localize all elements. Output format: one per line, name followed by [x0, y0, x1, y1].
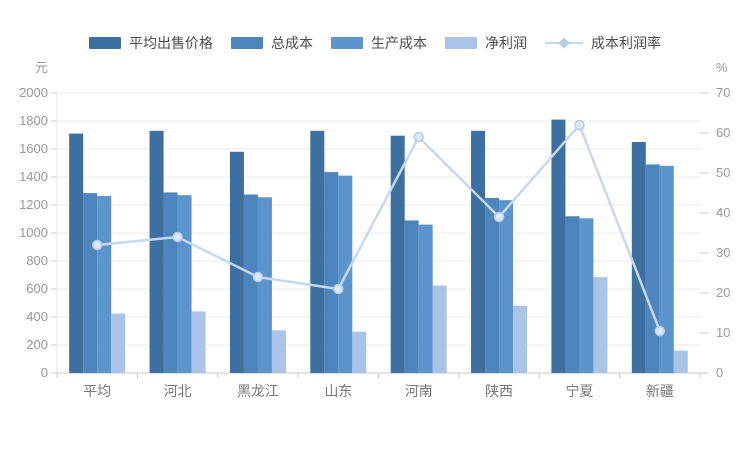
legend-item-avg-sale-price[interactable]: 平均出售价格 [89, 36, 213, 50]
bar-s0-c0 [69, 133, 84, 373]
right-axis-unit: % [716, 60, 728, 75]
bar-s3-c6 [593, 277, 608, 373]
bar-s2-c1 [177, 195, 192, 373]
bar-s0-c1 [149, 130, 164, 373]
rate-line-marker-c2 [252, 271, 264, 283]
y-axis-tick-label: 0 [41, 365, 48, 380]
x-axis-label: 平均 [83, 383, 111, 399]
y-axis-tick-label: 40 [716, 205, 730, 220]
bar-s2-c5 [499, 200, 514, 373]
legend-label: 平均出售价格 [129, 35, 213, 51]
bar-s1-c1 [163, 192, 178, 373]
bar-s2-c7 [659, 165, 674, 373]
chart-legend: 平均出售价格 总成本 生产成本 净利润 成本利润率 [0, 36, 750, 50]
legend-label: 净利润 [485, 35, 527, 51]
bar-s0-c7 [631, 142, 646, 373]
bar-s1-c4 [404, 220, 419, 373]
y-axis-tick-label: 70 [716, 85, 730, 100]
bar-s0-c4 [390, 135, 405, 373]
y-axis-tick-label: 1800 [19, 113, 48, 128]
y-axis-tick-label: 400 [26, 309, 48, 324]
x-axis-label: 河南 [405, 383, 433, 399]
bar-s0-c5 [471, 130, 486, 373]
bar-s1-c2 [243, 194, 258, 373]
y-axis-tick-label: 1000 [19, 225, 48, 240]
bar-s0-c3 [310, 130, 325, 373]
bar-s1-c5 [485, 198, 500, 373]
rate-line-marker-c5 [493, 211, 505, 223]
y-axis-tick-label: 10 [716, 325, 730, 340]
x-axis-label: 河北 [164, 383, 192, 399]
rate-line-marker-c6 [574, 119, 585, 131]
bar-s2-c0 [97, 195, 112, 373]
bar-s3-c1 [191, 311, 206, 373]
x-axis-label: 新疆 [646, 383, 674, 399]
bar-s1-c7 [645, 164, 660, 373]
bar-s3-c7 [673, 350, 688, 373]
bar-s0-c2 [229, 151, 244, 373]
bar-s2-c2 [257, 197, 272, 373]
legend-label: 成本利润率 [591, 35, 661, 51]
y-axis-tick-label: 600 [26, 281, 48, 296]
legend-item-net-profit[interactable]: 净利润 [445, 36, 527, 50]
y-axis-tick-label: 1400 [19, 169, 48, 184]
rate-line-marker-c1 [172, 231, 183, 243]
bar-s2-c4 [418, 224, 433, 373]
y-axis-tick-label: 50 [716, 165, 730, 180]
legend-label: 生产成本 [371, 35, 427, 51]
legend-item-production-cost[interactable]: 生产成本 [331, 36, 427, 50]
y-axis-tick-label: 30 [716, 245, 730, 260]
rate-line-marker-c4 [413, 131, 424, 143]
rate-line-marker-c7 [654, 325, 666, 337]
bar-s3-c0 [111, 313, 126, 373]
legend-item-total-cost[interactable]: 总成本 [231, 36, 313, 50]
avg-sale-price-swatch-icon [89, 37, 121, 49]
production-cost-swatch-icon [331, 37, 363, 49]
bar-s1-c3 [324, 172, 339, 373]
total-cost-swatch-icon [231, 37, 263, 49]
bar-s3-c3 [352, 331, 367, 373]
bar-s1-c0 [83, 193, 98, 373]
y-axis-tick-label: 2000 [19, 85, 48, 100]
y-axis-tick-label: 20 [716, 285, 730, 300]
y-axis-tick-label: 1600 [19, 141, 48, 156]
rate-line-marker-c3 [333, 283, 344, 295]
bar-s0-c6 [551, 119, 566, 373]
net-profit-swatch-icon [445, 37, 477, 49]
bar-s3-c2 [271, 330, 286, 373]
y-axis-tick-label: 1200 [19, 197, 48, 212]
legend-item-cost-profit-rate[interactable]: 成本利润率 [545, 36, 661, 50]
bar-s1-c6 [565, 216, 580, 373]
x-axis-label: 宁夏 [565, 383, 593, 399]
legend-label: 总成本 [271, 35, 313, 51]
cost-profit-rate-line-icon [545, 37, 583, 49]
x-axis-label: 陕西 [485, 383, 513, 399]
y-axis-tick-label: 200 [26, 337, 48, 352]
left-axis-unit: 元 [35, 60, 48, 75]
bar-s3-c4 [432, 285, 447, 373]
y-axis-tick-label: 60 [716, 125, 730, 140]
y-axis-tick-label: 800 [26, 253, 48, 268]
rate-line [97, 123, 661, 332]
x-axis-label: 黑龙江 [237, 383, 279, 399]
y-axis-tick-label: 0 [716, 365, 723, 380]
bar-s3-c5 [513, 305, 528, 373]
x-axis-label: 山东 [324, 383, 352, 399]
bar-s2-c6 [579, 218, 594, 373]
rate-line-marker-c0 [91, 239, 103, 251]
